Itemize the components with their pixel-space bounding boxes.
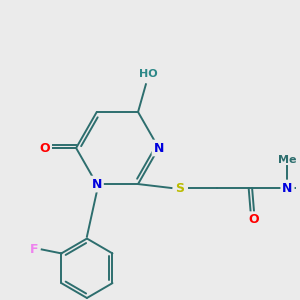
Text: N: N	[92, 178, 102, 190]
Text: Me: Me	[278, 155, 297, 165]
Text: O: O	[39, 142, 50, 154]
Text: O: O	[249, 213, 260, 226]
Text: S: S	[175, 182, 184, 194]
Text: HO: HO	[139, 69, 157, 79]
Text: N: N	[154, 142, 164, 154]
Text: N: N	[282, 182, 293, 194]
Text: F: F	[30, 243, 38, 256]
